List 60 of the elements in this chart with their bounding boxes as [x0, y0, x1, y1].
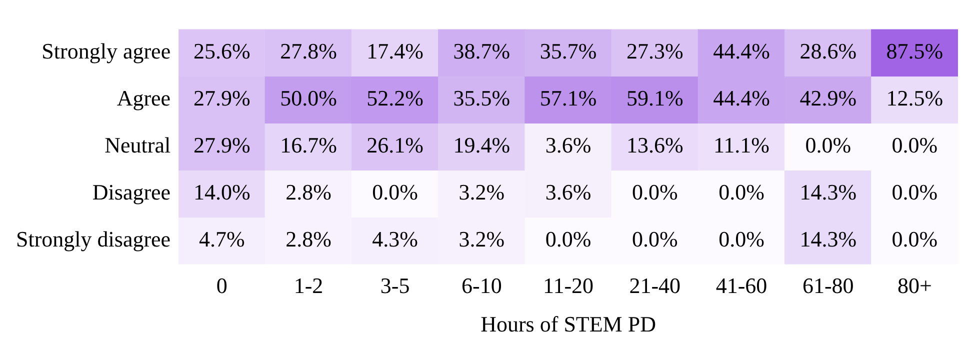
- y-tick-label: Neutral: [104, 132, 171, 158]
- data-label: 13.6%: [626, 132, 684, 158]
- data-label: 59.1%: [626, 85, 684, 110]
- x-tick-label: 6-10: [462, 273, 502, 298]
- data-label: 19.4%: [453, 132, 510, 158]
- data-label: 44.4%: [713, 85, 770, 110]
- data-label: 3.6%: [545, 179, 592, 204]
- data-label: 35.7%: [540, 38, 597, 64]
- data-label: 3.6%: [545, 132, 592, 158]
- x-tick-label: 61-80: [802, 273, 854, 298]
- data-label: 3.2%: [458, 179, 505, 204]
- x-tick-label: 0: [216, 273, 228, 298]
- x-axis-title: Hours of STEM PD: [480, 312, 656, 337]
- data-label: 14.3%: [800, 179, 857, 204]
- data-label: 35.5%: [453, 85, 510, 110]
- data-label: 26.1%: [366, 132, 424, 158]
- data-label: 2.8%: [286, 226, 332, 252]
- y-tick-label: Strongly agree: [42, 38, 171, 64]
- data-label: 27.9%: [193, 85, 250, 110]
- data-label: 0.0%: [632, 226, 678, 252]
- y-tick-label: Strongly disagree: [16, 226, 171, 252]
- data-label: 0.0%: [892, 226, 938, 252]
- data-label: 0.0%: [805, 132, 852, 158]
- data-label: 38.7%: [453, 38, 510, 64]
- data-label: 52.2%: [366, 85, 424, 110]
- data-label: 0.0%: [892, 179, 938, 204]
- data-label: 12.5%: [886, 85, 944, 110]
- data-label: 2.8%: [286, 179, 332, 204]
- y-tick-label: Agree: [116, 85, 171, 110]
- data-label: 0.0%: [372, 179, 418, 204]
- data-label: 11.1%: [713, 132, 770, 158]
- x-tick-label: 11-20: [543, 273, 594, 298]
- data-label: 0.0%: [892, 132, 938, 158]
- x-tick-label: 80+: [897, 273, 932, 298]
- x-tick-label: 1-2: [294, 273, 324, 298]
- data-label: 0.0%: [632, 179, 678, 204]
- data-label: 17.4%: [366, 38, 424, 64]
- data-label: 87.5%: [886, 38, 944, 64]
- data-label: 4.3%: [372, 226, 418, 252]
- data-label: 28.6%: [800, 38, 857, 64]
- data-label: 27.3%: [626, 38, 684, 64]
- data-label: 27.8%: [280, 38, 337, 64]
- data-label: 42.9%: [800, 85, 857, 110]
- data-label: 3.2%: [458, 226, 505, 252]
- x-tick-label: 3-5: [380, 273, 410, 298]
- data-label: 4.7%: [198, 226, 245, 252]
- data-label: 14.3%: [800, 226, 857, 252]
- data-label: 25.6%: [193, 38, 250, 64]
- x-tick-label: 41-60: [716, 273, 768, 298]
- data-label: 0.0%: [718, 179, 764, 204]
- x-tick-label: 21-40: [629, 273, 681, 298]
- data-label: 57.1%: [540, 85, 597, 110]
- data-label: 27.9%: [193, 132, 250, 158]
- data-label: 14.0%: [193, 179, 250, 204]
- data-label: 50.0%: [280, 85, 337, 110]
- data-label: 44.4%: [713, 38, 770, 64]
- data-label: 0.0%: [718, 226, 764, 252]
- y-tick-label: Disagree: [92, 179, 171, 204]
- data-label: 16.7%: [280, 132, 337, 158]
- data-label: 0.0%: [545, 226, 592, 252]
